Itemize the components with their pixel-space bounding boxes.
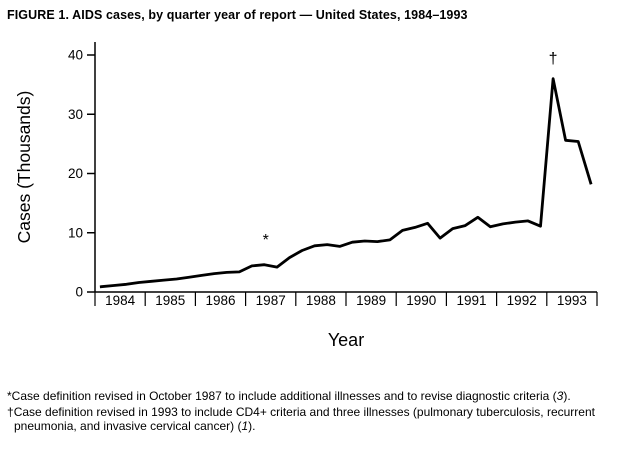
x-tick-label: 1991 (456, 293, 486, 308)
x-axis-title: Year (328, 330, 364, 350)
aids-cases-line-chart: 0 10 20 30 40 1984 1985 1986 1987 1988 1989 1990 199… (14, 42, 598, 350)
footnote-asterisk-marker: * (7, 389, 12, 403)
footnote-dagger-text: Case definition revised in 1993 to inclu… (13, 405, 595, 434)
y-tick-label: 20 (68, 166, 83, 181)
y-tick-label: 40 (68, 48, 83, 63)
footnote-asterisk-text: Case definition revised in October 1987 … (11, 389, 557, 403)
y-tick-label: 0 (75, 285, 83, 300)
figure-title: FIGURE 1. AIDS cases, by quarter year of… (7, 8, 468, 22)
x-tick-label: 1989 (356, 293, 386, 308)
x-tick-label: 1985 (155, 293, 185, 308)
y-tick-label: 30 (68, 107, 83, 122)
footnote-asterisk-ref: 3 (556, 389, 564, 403)
footnote-dagger: †Case definition revised in 1993 to incl… (7, 405, 611, 433)
x-tick-label: 1992 (507, 293, 537, 308)
annotation-dagger: † (549, 50, 558, 67)
x-tick-label: 1987 (256, 293, 286, 308)
footnotes: *Case definition revised in October 1987… (7, 389, 611, 435)
footnote-dagger-suffix: ). (248, 419, 256, 434)
annotation-asterisk: * (263, 232, 269, 249)
cases-data-line (99, 77, 593, 289)
x-tick-label: 1988 (306, 293, 336, 308)
footnote-dagger-ref: 1 (241, 419, 249, 434)
x-tick-label: 1984 (105, 293, 136, 308)
footnote-asterisk: *Case definition revised in October 1987… (7, 389, 611, 403)
y-axis-title: Cases (Thousands) (14, 91, 34, 244)
footnote-dagger-marker: † (7, 405, 14, 420)
footnote-asterisk-suffix: ). (563, 389, 571, 403)
y-tick-label: 10 (68, 225, 83, 240)
x-tick-label: 1993 (557, 293, 587, 308)
x-tick-label: 1986 (205, 293, 235, 308)
x-tick-label: 1990 (406, 293, 436, 308)
